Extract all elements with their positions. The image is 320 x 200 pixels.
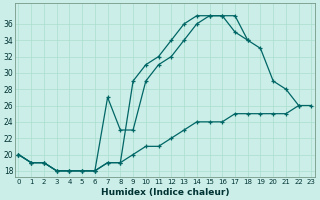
X-axis label: Humidex (Indice chaleur): Humidex (Indice chaleur) [101, 188, 229, 197]
